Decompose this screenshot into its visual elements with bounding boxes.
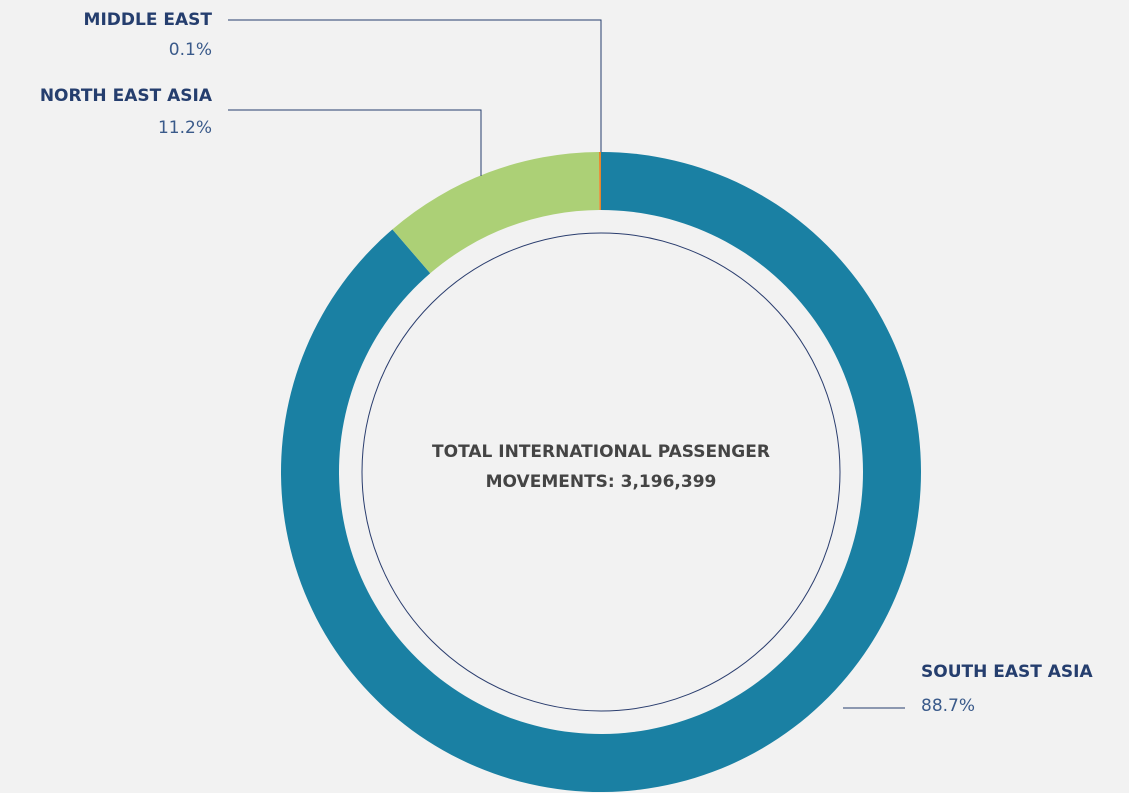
value-label: 11.2% <box>158 118 212 138</box>
leader-line <box>228 109 482 176</box>
leader-line <box>228 19 602 152</box>
donut-segment <box>598 152 601 211</box>
center-label: MOVEMENTS: 3,196,399 <box>486 472 717 492</box>
donut-segment <box>392 152 600 274</box>
value-label: 0.1% <box>169 40 212 60</box>
category-label: NORTH EAST ASIA <box>40 86 213 106</box>
value-label: 88.7% <box>921 696 975 716</box>
center-label: TOTAL INTERNATIONAL PASSENGER <box>432 442 770 462</box>
inner-ring <box>361 232 841 712</box>
category-label: MIDDLE EAST <box>84 10 213 30</box>
category-label: SOUTH EAST ASIA <box>921 662 1093 682</box>
